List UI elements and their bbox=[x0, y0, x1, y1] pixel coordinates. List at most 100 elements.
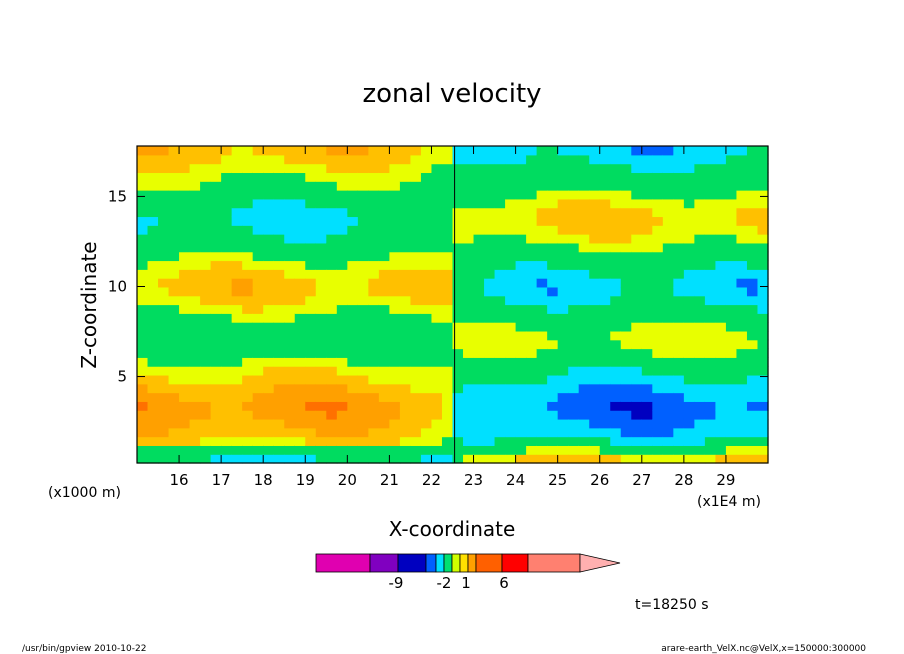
heatmap-cell bbox=[599, 172, 611, 182]
heatmap-cell bbox=[158, 383, 170, 394]
heatmap-cell bbox=[273, 207, 285, 218]
heatmap-cell bbox=[662, 374, 674, 385]
heatmap-cell bbox=[746, 383, 759, 394]
heatmap-cell bbox=[526, 181, 538, 191]
heatmap-cell bbox=[273, 454, 285, 464]
heatmap-cell bbox=[463, 234, 475, 244]
heatmap-cell bbox=[557, 392, 569, 402]
heatmap-cell bbox=[484, 163, 496, 174]
heatmap-cell bbox=[452, 330, 464, 341]
heatmap-cell bbox=[704, 339, 717, 350]
heatmap-cell bbox=[715, 251, 727, 262]
heatmap-cell bbox=[515, 418, 527, 429]
heatmap-cell bbox=[610, 278, 622, 288]
heatmap-cell bbox=[263, 242, 275, 253]
heatmap-cell bbox=[757, 304, 769, 314]
heatmap-cell bbox=[757, 374, 769, 385]
heatmap-cell bbox=[389, 401, 401, 411]
heatmap-cell bbox=[189, 322, 201, 332]
heatmap-cell bbox=[757, 383, 769, 394]
heatmap-cell bbox=[736, 216, 748, 226]
heatmap-cell bbox=[200, 445, 212, 455]
heatmap-cell bbox=[683, 445, 695, 455]
heatmap-cell bbox=[599, 454, 611, 464]
heatmap-cell bbox=[536, 418, 548, 429]
heatmap-cell bbox=[578, 454, 590, 464]
heatmap-cell bbox=[736, 445, 748, 455]
heatmap-cell bbox=[200, 339, 212, 350]
heatmap-cell bbox=[725, 313, 738, 323]
heatmap-cell bbox=[336, 216, 348, 226]
heatmap-cell bbox=[158, 454, 170, 464]
heatmap-cell bbox=[620, 410, 632, 420]
heatmap-cell bbox=[179, 436, 191, 446]
heatmap-cell bbox=[631, 322, 643, 332]
heatmap-cell bbox=[473, 410, 485, 420]
heatmap-cell bbox=[484, 242, 496, 253]
heatmap-cell bbox=[725, 269, 738, 279]
heatmap-cell bbox=[368, 181, 380, 191]
heatmap-cell bbox=[683, 410, 695, 420]
heatmap-cell bbox=[505, 190, 517, 200]
heatmap-cell bbox=[494, 366, 506, 376]
heatmap-cell bbox=[378, 146, 390, 156]
heatmap-cell bbox=[179, 313, 191, 323]
heatmap-cell bbox=[158, 374, 170, 385]
heatmap-cell bbox=[273, 242, 285, 253]
heatmap-cell bbox=[431, 383, 443, 394]
heatmap-cell bbox=[200, 295, 212, 306]
heatmap-cell bbox=[526, 190, 538, 200]
heatmap-cell bbox=[652, 181, 664, 191]
heatmap-cell bbox=[505, 322, 517, 332]
heatmap-cell bbox=[210, 313, 222, 323]
heatmap-cell bbox=[210, 392, 222, 402]
heatmap-cell bbox=[336, 436, 348, 446]
heatmap-cell bbox=[315, 260, 327, 270]
heatmap-cell bbox=[179, 181, 191, 191]
heatmap-cell bbox=[158, 251, 170, 262]
heatmap-cell bbox=[736, 366, 748, 376]
heatmap-cell bbox=[746, 198, 759, 209]
heatmap-cell bbox=[463, 454, 475, 464]
heatmap-cell bbox=[746, 330, 759, 341]
heatmap-cell bbox=[378, 374, 390, 385]
heatmap-cell bbox=[420, 427, 433, 438]
heatmap-cell bbox=[179, 154, 191, 165]
heatmap-cell bbox=[746, 286, 759, 297]
heatmap-cell bbox=[589, 207, 601, 218]
heatmap-cell bbox=[158, 242, 170, 253]
heatmap-cell bbox=[315, 216, 327, 226]
heatmap-cell bbox=[273, 374, 285, 385]
heatmap-cell bbox=[410, 392, 422, 402]
heatmap-cell bbox=[389, 295, 401, 306]
heatmap-cell bbox=[547, 304, 559, 314]
heatmap-cell bbox=[252, 410, 264, 420]
colorbar-extend-arrow bbox=[579, 553, 621, 573]
heatmap-cell bbox=[452, 207, 464, 218]
heatmap-cell bbox=[431, 225, 443, 235]
heatmap-cell bbox=[557, 163, 569, 174]
heatmap-cell bbox=[641, 436, 653, 446]
heatmap-cell bbox=[315, 427, 327, 438]
heatmap-cell bbox=[158, 260, 170, 270]
heatmap-cell bbox=[568, 357, 580, 367]
heatmap-cell bbox=[683, 216, 695, 226]
heatmap-cell bbox=[378, 278, 390, 288]
heatmap-cell bbox=[578, 234, 590, 244]
heatmap-cell bbox=[547, 418, 559, 429]
heatmap-cell bbox=[263, 454, 275, 464]
heatmap-cell bbox=[715, 163, 727, 174]
heatmap-cell bbox=[673, 401, 685, 411]
heatmap-cell bbox=[746, 207, 759, 218]
heatmap-cell bbox=[326, 339, 338, 350]
heatmap-cell bbox=[158, 146, 170, 156]
heatmap-cell bbox=[315, 181, 327, 191]
heatmap-cell bbox=[473, 154, 485, 165]
heatmap-cell bbox=[620, 260, 632, 270]
heatmap-cell bbox=[315, 269, 327, 279]
heatmap-cell bbox=[662, 401, 674, 411]
heatmap-cell bbox=[515, 366, 527, 376]
heatmap-cell bbox=[631, 348, 643, 358]
heatmap-cell bbox=[505, 146, 517, 156]
